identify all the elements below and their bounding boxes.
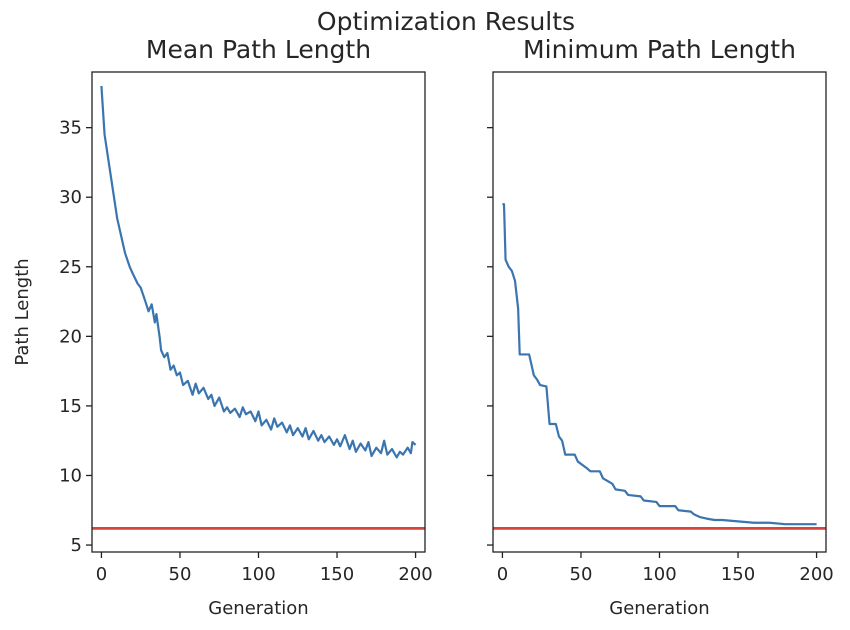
- x-tick-label: 150: [721, 564, 755, 585]
- minimum-axes-title: Minimum Path Length: [523, 35, 796, 64]
- y-tick-label: 20: [59, 326, 82, 347]
- mean-x-axis-label: Generation: [208, 598, 308, 619]
- minimum-axes-frame: [492, 71, 827, 553]
- x-tick-label: 100: [241, 564, 275, 585]
- x-tick-label: 200: [398, 564, 432, 585]
- figure-title: Optimization Results: [317, 7, 575, 36]
- x-tick-label: 50: [570, 564, 593, 585]
- minimum-plot-area: [493, 203, 826, 530]
- y-tick-label: 25: [59, 257, 82, 278]
- mean-axes-frame: [91, 71, 426, 553]
- mean-path-length-line: [100, 85, 417, 459]
- minimum-path-length-line: [502, 203, 817, 526]
- mean-y-axis-label: Path Length: [12, 258, 33, 365]
- mean-plot-area: [92, 85, 425, 530]
- x-tick-label: 50: [169, 564, 192, 585]
- y-tick-label: 5: [71, 535, 82, 556]
- x-tick-label: 200: [799, 564, 833, 585]
- y-tick-label: 10: [59, 465, 82, 486]
- minimum-path-length-axes: 0 50 100 150 200 Minimum Path Length Generatio…: [487, 35, 834, 619]
- minimum-x-axis-label: Generation: [609, 598, 709, 619]
- x-tick-label: 0: [497, 564, 508, 585]
- x-tick-label: 150: [320, 564, 354, 585]
- mean-path-length-axes: 0 50 100 150 200 5 10 15 20 25 30 35 Mean Path Lengt…: [12, 35, 433, 619]
- x-tick-label: 0: [96, 564, 107, 585]
- x-tick-label: 100: [642, 564, 676, 585]
- y-tick-label: 35: [59, 118, 82, 139]
- mean-axes-title: Mean Path Length: [146, 35, 371, 64]
- y-tick-label: 30: [59, 187, 82, 208]
- y-tick-label: 15: [59, 396, 82, 417]
